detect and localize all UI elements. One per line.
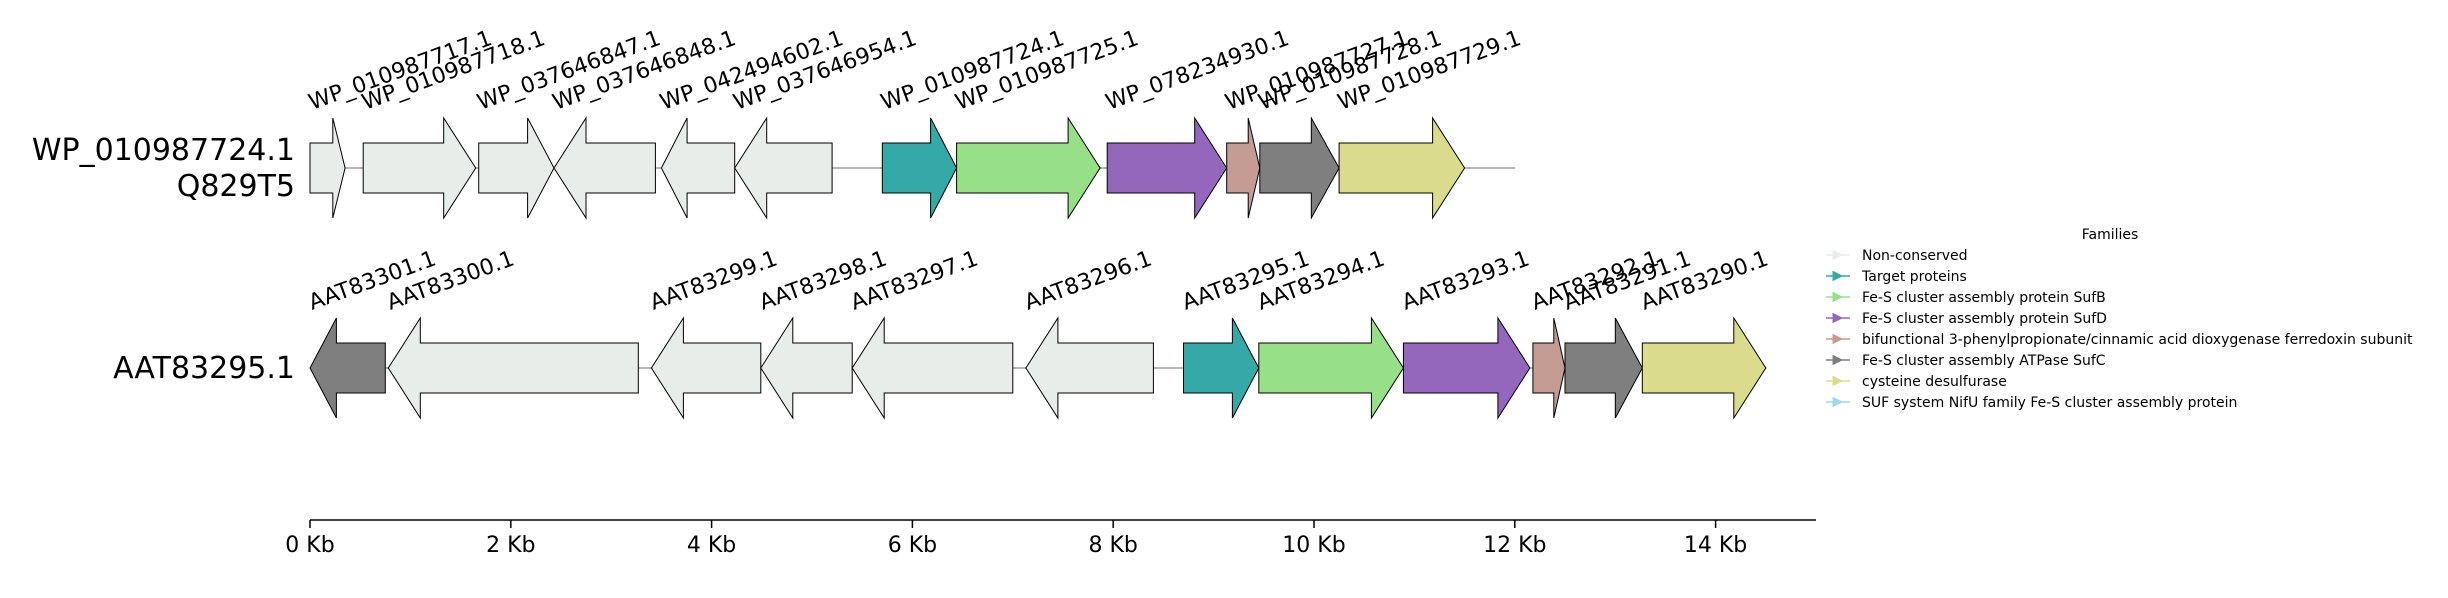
gene-arrow[interactable] <box>1532 317 1566 419</box>
legend-item: Fe-S cluster assembly protein SufD <box>1826 311 2107 327</box>
legend-arrow-marker <box>1832 291 1844 303</box>
kb-scale-axis: 0 Kb 2 Kb 4 Kb 6 Kb 8 Kb 10 Kb 12 Kb 14 Kb <box>285 519 1816 558</box>
axis-tick-label: 12 Kb <box>1483 533 1546 558</box>
row-label: Q829T5 <box>177 169 295 204</box>
axis-tick-label: 2 Kb <box>486 533 535 558</box>
legend-arrow-marker <box>1832 249 1844 261</box>
gene-arrow[interactable] <box>309 317 386 419</box>
legend-label: cysteine desulfurase <box>1862 374 2007 390</box>
legend-arrow-marker <box>1832 333 1844 345</box>
legend-item: cysteine desulfurase <box>1826 374 2007 390</box>
row-label: WP_010987724.1 <box>32 133 295 168</box>
gene-arrow[interactable] <box>956 116 1101 220</box>
legend-title: Families <box>2082 227 2139 243</box>
axis-tick-label: 8 Kb <box>1089 533 1138 558</box>
gene-arrow[interactable] <box>1183 317 1260 419</box>
genome-row: WP_010987724.1Q829T5WP_010987717.1WP_010… <box>32 26 1524 220</box>
gene-arrow[interactable] <box>1258 316 1404 420</box>
axis-tick-label: 14 Kb <box>1684 533 1747 558</box>
legend-item: Target proteins <box>1826 269 1967 285</box>
legend-item: Fe-S cluster assembly protein SufB <box>1826 290 2106 306</box>
legend-label: Non-conserved <box>1862 248 1968 264</box>
legend-item: SUF system NifU family Fe-S cluster asse… <box>1826 395 2237 411</box>
row-label: AAT83295.1 <box>113 351 295 386</box>
gene-arrow[interactable] <box>1641 316 1767 420</box>
axis-tick-label: 10 Kb <box>1282 533 1345 558</box>
gene-arrow[interactable] <box>1226 117 1261 219</box>
gene-arrow[interactable] <box>1338 116 1466 220</box>
legend-label: bifunctional 3-phenylpropionate/cinnamic… <box>1862 332 2413 348</box>
gene-label: AAT83293.1 <box>1399 247 1533 316</box>
legend-arrow-marker <box>1832 354 1844 366</box>
gene-arrow[interactable] <box>1106 116 1228 220</box>
genome-rows: WP_010987724.1Q829T5WP_010987717.1WP_010… <box>32 26 1772 420</box>
legend-label: Fe-S cluster assembly protein SufD <box>1862 311 2107 327</box>
gene-arrow[interactable] <box>1564 317 1643 419</box>
legend-arrow-marker <box>1832 375 1844 387</box>
legend-label: Fe-S cluster assembly ATPase SufC <box>1862 353 2106 369</box>
axis-tick-label: 4 Kb <box>687 533 736 558</box>
legend-arrow-marker <box>1832 312 1844 324</box>
gene-arrow[interactable] <box>387 316 639 420</box>
legend-label: Target proteins <box>1861 269 1967 285</box>
gene-arrow[interactable] <box>851 316 1014 420</box>
gene-arrow[interactable] <box>734 116 833 220</box>
legend-item: bifunctional 3-phenylpropionate/cinnamic… <box>1826 332 2413 348</box>
gene-arrow[interactable] <box>660 117 736 219</box>
gene-arrow[interactable] <box>553 116 656 220</box>
legend-item: Non-conserved <box>1826 248 1968 264</box>
gene-arrow[interactable] <box>362 116 477 220</box>
legend-item: Fe-S cluster assembly ATPase SufC <box>1826 353 2106 369</box>
gene-arrow[interactable] <box>1025 316 1154 420</box>
legend-label: Fe-S cluster assembly protein SufB <box>1862 290 2106 306</box>
gene-arrow[interactable] <box>760 316 853 420</box>
axis-tick-label: 0 Kb <box>285 533 334 558</box>
families-legend: Families Non-conserved Target proteins Fe-S… <box>1826 227 2413 411</box>
legend-arrow-marker <box>1832 396 1844 408</box>
gene-arrow[interactable] <box>309 117 346 219</box>
gene-arrow[interactable] <box>650 316 762 420</box>
gene-arrow[interactable] <box>1402 316 1531 420</box>
gene-label: AAT83296.1 <box>1021 247 1155 316</box>
gene-arrow[interactable] <box>478 117 555 219</box>
legend-arrow-marker <box>1832 270 1844 282</box>
axis-tick-label: 6 Kb <box>888 533 937 558</box>
gene-arrow[interactable] <box>1259 116 1340 220</box>
legend-label: SUF system NifU family Fe-S cluster asse… <box>1862 395 2237 411</box>
gene-arrow[interactable] <box>881 117 958 219</box>
